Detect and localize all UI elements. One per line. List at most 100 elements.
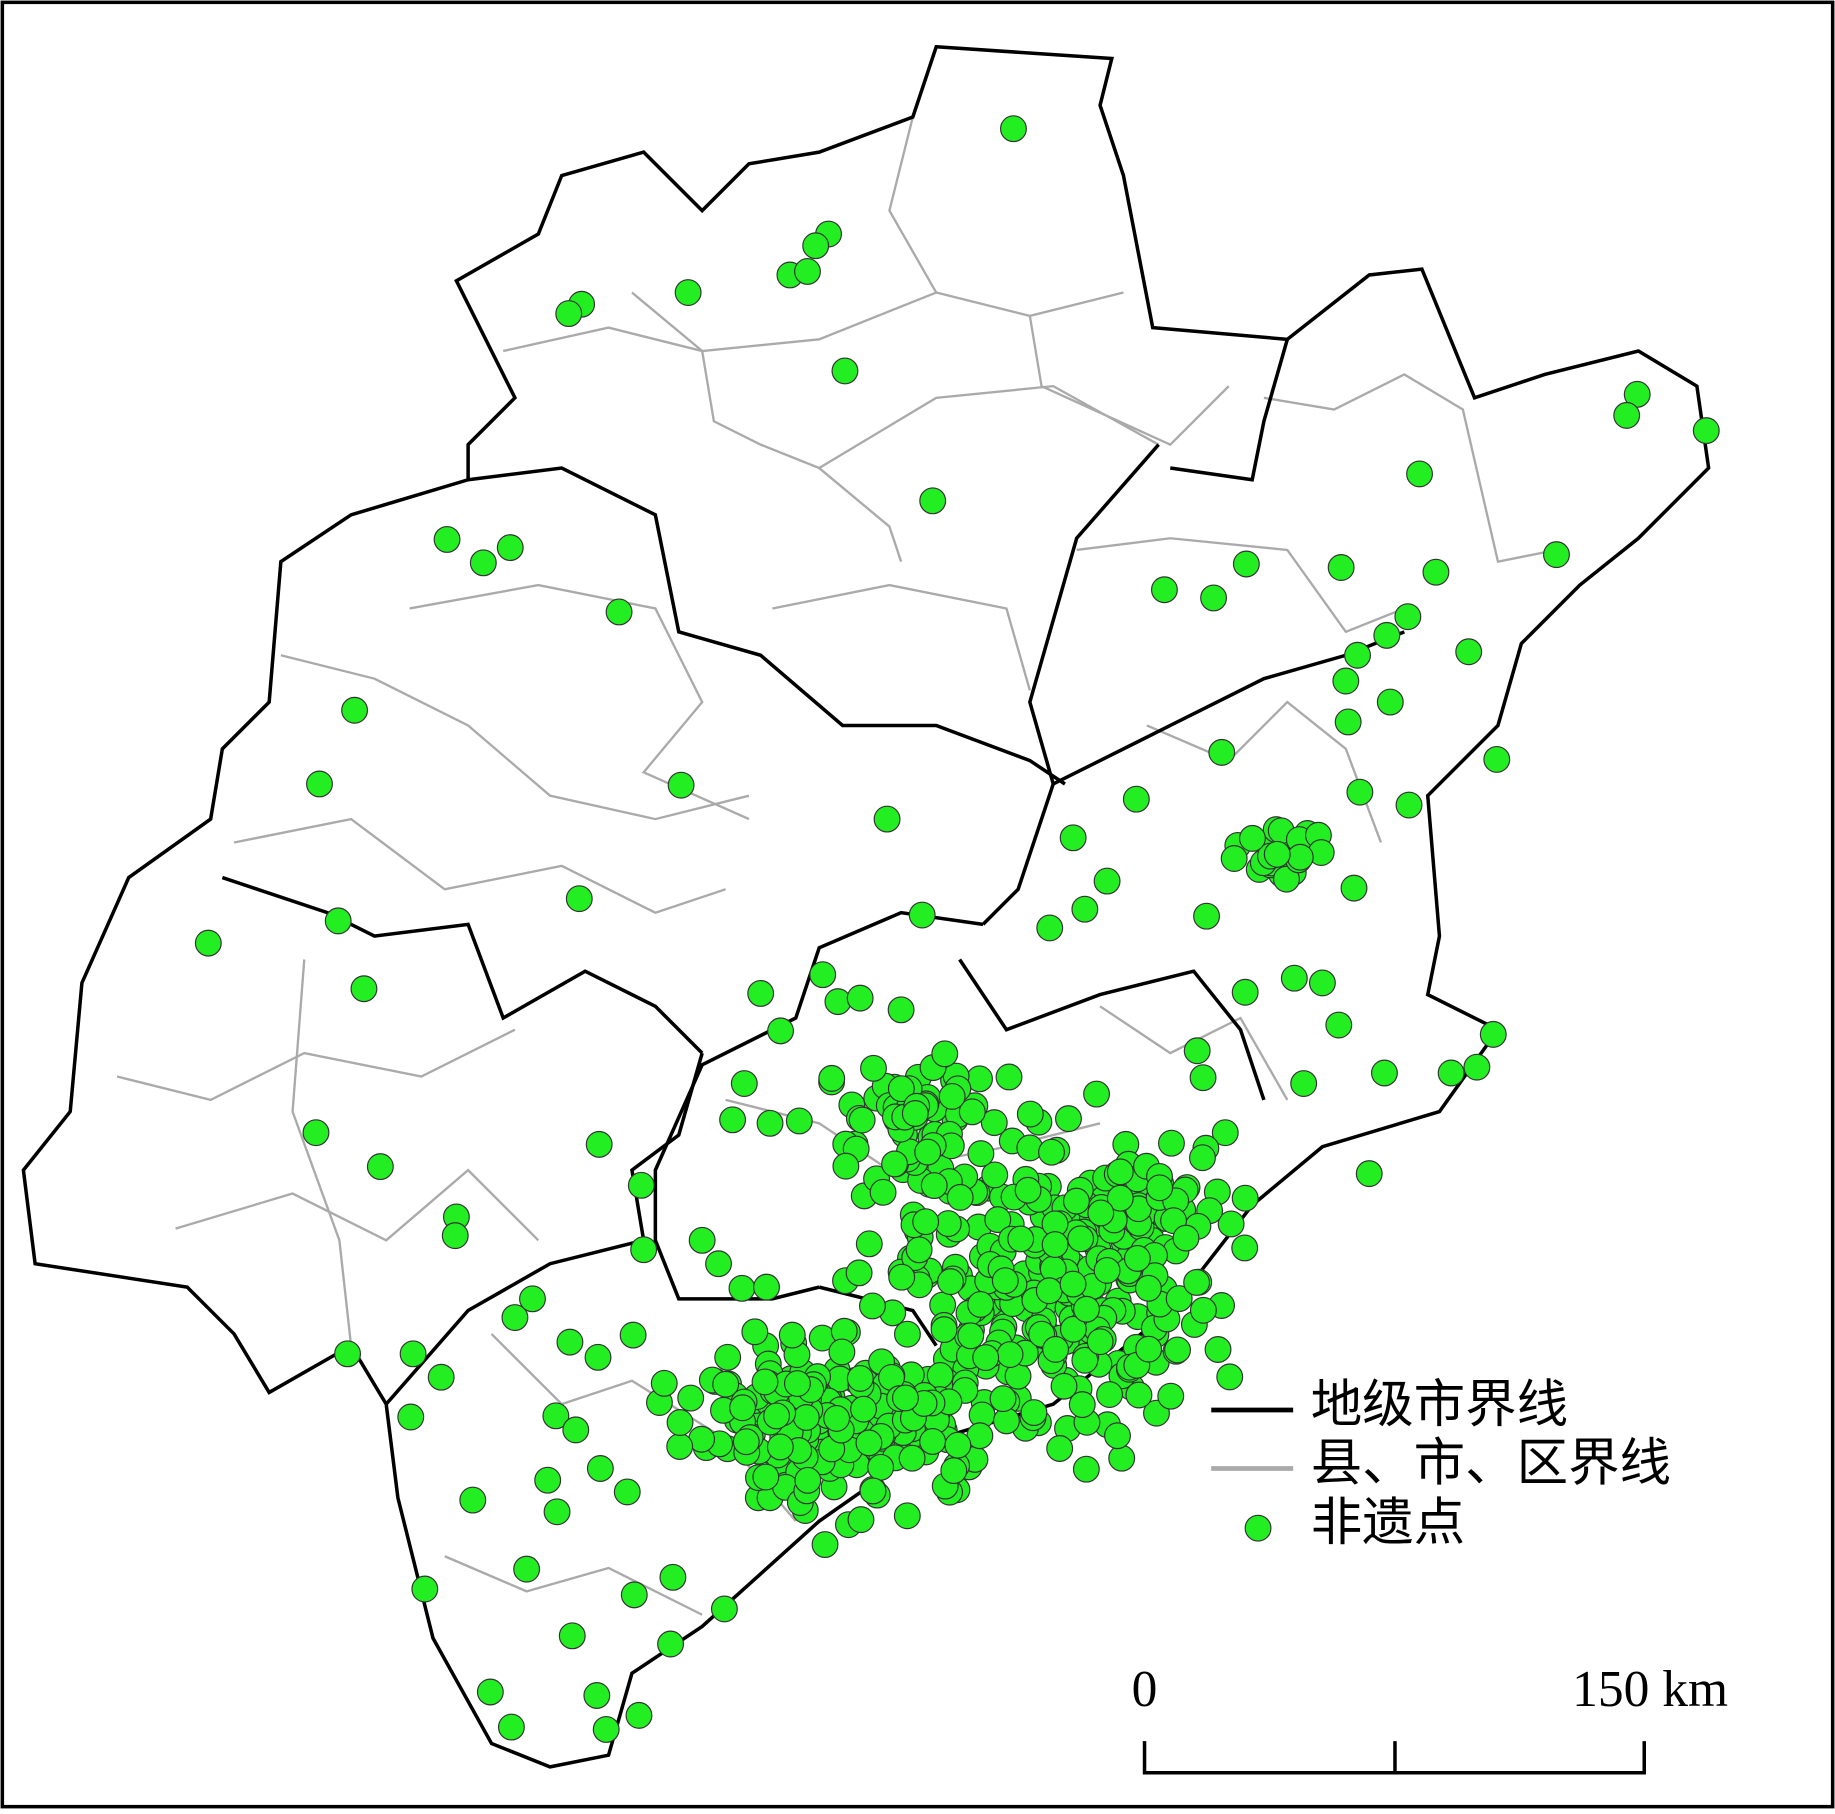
heritage-point [1059, 1270, 1087, 1298]
heritage-point [1125, 1381, 1153, 1409]
heritage-point [1344, 641, 1371, 669]
heritage-point [845, 1259, 873, 1287]
heritage-point [1157, 1129, 1185, 1157]
heritage-point [459, 1486, 487, 1514]
heritage-point [1189, 1064, 1217, 1092]
heritage-point [846, 984, 874, 1012]
heritage-point [818, 1064, 846, 1092]
heritage-point [1280, 964, 1308, 992]
heritage-point [1059, 824, 1087, 852]
county-line [490, 1333, 797, 1522]
heritage-point [1036, 914, 1064, 942]
heritage-point [1050, 1372, 1078, 1400]
heritage-point [1422, 558, 1450, 586]
county-line [772, 583, 1031, 691]
heritage-point [586, 1455, 614, 1482]
heritage-point [194, 929, 222, 957]
heritage-point [556, 1328, 584, 1356]
heritage-point [1193, 902, 1221, 930]
heritage-point [1035, 1277, 1063, 1305]
county-line [444, 1555, 703, 1616]
heritage-point [859, 1477, 887, 1505]
heritage-point [846, 1364, 874, 1392]
heritage-point [1071, 895, 1099, 923]
heritage-point [1479, 1020, 1507, 1048]
heritage-point [995, 1063, 1023, 1091]
heritage-point [555, 300, 583, 328]
heritage-point [705, 1250, 733, 1278]
heritage-point [811, 1531, 839, 1559]
heritage-point [1437, 1059, 1465, 1087]
province-outline [21, 44, 1711, 1769]
heritage-point [534, 1466, 562, 1494]
heritage-point [972, 1344, 1000, 1372]
heritage-point [1455, 638, 1483, 666]
heritage-point [1238, 824, 1266, 852]
heritage-point [778, 1321, 806, 1349]
legend-swatch [1244, 1514, 1272, 1542]
heritage-point [957, 1322, 985, 1350]
heritage-point [938, 1082, 966, 1110]
heritage-point [433, 525, 461, 553]
heritage-point [1189, 1144, 1216, 1172]
heritage-point [334, 1340, 362, 1368]
heritage-point [763, 1402, 791, 1430]
county-line [1028, 315, 1230, 447]
heritage-point [1083, 1080, 1111, 1108]
heritage-point [832, 1152, 860, 1180]
heritage-point [981, 1161, 1009, 1189]
heritage-point [984, 1206, 1012, 1234]
heritage-point [1355, 1160, 1383, 1188]
heritage-point [625, 1701, 653, 1729]
heritage-point [893, 1502, 921, 1530]
heritage-point [729, 1394, 757, 1422]
heritage-point [620, 1581, 648, 1609]
heritage-point [1134, 1274, 1162, 1302]
county-line [291, 959, 353, 1346]
heritage-point [888, 1263, 916, 1291]
heritage-point [881, 1150, 909, 1178]
heritage-point [908, 901, 936, 929]
heritage-point [783, 1370, 811, 1398]
heritage-point [934, 1210, 962, 1238]
heritage-point [767, 1017, 795, 1045]
heritage-point [920, 1172, 948, 1200]
heritage-points [194, 115, 1720, 1743]
heritage-point [657, 1630, 685, 1658]
heritage-point [792, 1404, 820, 1431]
city-line [653, 910, 984, 1301]
heritage-point [893, 1320, 921, 1348]
city-line [981, 443, 1160, 926]
heritage-point [1208, 738, 1236, 766]
heritage-point [667, 771, 695, 799]
heritage-point [747, 979, 775, 1007]
heritage-point [1216, 1363, 1244, 1391]
heritage-point [823, 1404, 851, 1432]
heritage-point [1123, 1245, 1151, 1272]
heritage-point [558, 1622, 586, 1650]
heritage-point [809, 961, 837, 989]
heritage-point [1189, 1296, 1217, 1324]
scale-label: 0 [1132, 1661, 1158, 1718]
heritage-point [1290, 1070, 1318, 1097]
heritage-point [914, 1138, 942, 1166]
heritage-point [912, 1208, 940, 1236]
heritage-point [1376, 688, 1404, 716]
heritage-point [756, 1109, 784, 1137]
heritage-point [1059, 1315, 1087, 1343]
heritage-point [1692, 417, 1720, 445]
heritage-point [802, 232, 830, 260]
heritage-point [855, 1429, 883, 1457]
heritage-point [1394, 603, 1422, 631]
heritage-point [847, 1506, 875, 1534]
heritage-point [1483, 745, 1511, 773]
heritage-point [898, 1444, 926, 1472]
heritage-point [1067, 1225, 1095, 1253]
heritage-point [341, 696, 369, 724]
heritage-point [1106, 1158, 1134, 1186]
heritage-point [1038, 1138, 1065, 1166]
county-line [116, 1028, 516, 1102]
heritage-point [940, 1457, 968, 1485]
heritage-point [1016, 1100, 1044, 1128]
heritage-point [650, 1369, 678, 1397]
